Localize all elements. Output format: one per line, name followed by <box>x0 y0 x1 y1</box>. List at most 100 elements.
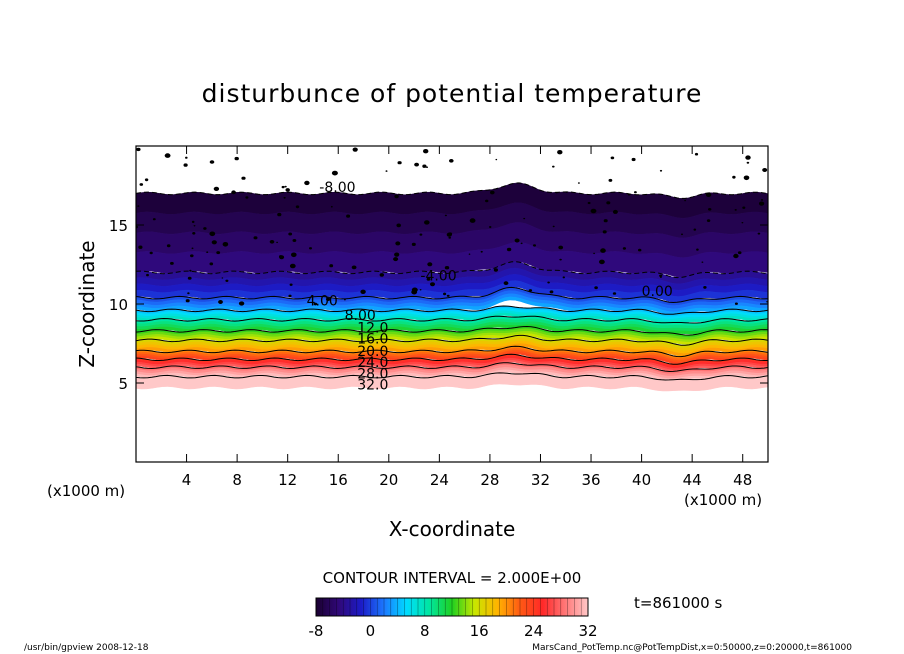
noise-contour <box>346 214 351 218</box>
contour-label: -4.00 <box>420 268 456 284</box>
noise-contour <box>556 192 558 194</box>
noise-contour <box>288 294 292 298</box>
noise-contour <box>309 247 312 250</box>
contour-band <box>136 343 768 357</box>
noise-contour <box>426 277 431 281</box>
contour-band <box>136 380 768 392</box>
noise-contour <box>221 277 224 279</box>
noise-contour <box>684 199 686 202</box>
noise-contour <box>759 201 765 206</box>
x-unit-left: (x1000 m) <box>47 482 125 500</box>
contour-line <box>136 305 768 315</box>
noise-contour <box>745 155 751 160</box>
noise-contour <box>289 283 293 286</box>
noise-contour <box>600 248 606 253</box>
contour-line <box>136 362 768 373</box>
colorbar-tick-label: 8 <box>420 622 430 640</box>
contour-line <box>136 315 768 324</box>
noise-contour <box>422 164 427 168</box>
noise-contour <box>285 188 290 192</box>
noise-contour <box>288 232 293 236</box>
x-tick-label: 28 <box>480 471 499 489</box>
colorbar-tick-label: -8 <box>309 622 324 640</box>
noise-contour <box>144 178 149 182</box>
noise-contour <box>279 255 283 258</box>
contour-line <box>136 286 768 304</box>
noise-contour <box>590 208 597 214</box>
noise-contour <box>493 268 498 272</box>
noise-contour <box>238 301 245 306</box>
noise-contour <box>191 247 194 250</box>
noise-contour <box>743 175 750 181</box>
noise-contour <box>693 228 697 231</box>
colorbar-ticks: -8 0 8 16 24 32 <box>309 622 598 640</box>
noise-contour <box>610 156 615 160</box>
noise-contour <box>593 252 595 255</box>
noise-contour <box>608 178 613 182</box>
contour-label: 28.0 <box>357 366 388 382</box>
noise-contour <box>506 247 512 252</box>
noise-contour <box>351 265 357 270</box>
noise-contour <box>558 245 564 250</box>
contour-label: 16.0 <box>357 332 388 348</box>
noise-contour <box>577 182 580 184</box>
noise-contour <box>443 292 447 296</box>
noise-contour <box>269 240 275 244</box>
colorbar-tick-label: 16 <box>470 622 489 640</box>
noise-contour <box>627 193 631 196</box>
noise-contour <box>528 289 533 292</box>
noise-contour <box>331 170 338 176</box>
noise-contour <box>446 294 450 297</box>
noise-contour <box>187 276 192 280</box>
noise-contour <box>587 201 591 205</box>
y-axis-label: Z-coordinate <box>75 240 99 367</box>
noise-contour <box>203 227 207 230</box>
noise-contour <box>193 225 196 227</box>
noise-contour <box>276 241 278 244</box>
noise-contour <box>218 300 223 304</box>
noise-contour <box>277 212 282 217</box>
noise-contour <box>284 185 287 188</box>
noise-contour <box>395 241 401 246</box>
contour-line <box>136 182 768 199</box>
noise-contour <box>444 266 450 270</box>
noise-contour <box>136 147 141 152</box>
noise-contour <box>634 191 637 194</box>
contour-label: 8.00 <box>345 308 376 324</box>
noise-contour <box>414 162 419 167</box>
noise-contour <box>385 170 388 172</box>
noise-contour <box>149 251 153 255</box>
noise-contour <box>444 214 447 217</box>
noise-contour <box>411 289 418 295</box>
noise-contour <box>352 147 358 152</box>
contour-interval-text: CONTOUR INTERVAL = 2.000E+00 <box>323 569 582 587</box>
footer-left: /usr/bin/gpview 2008-12-18 <box>24 643 149 653</box>
noise-contour <box>705 192 712 197</box>
noise-contour <box>594 286 598 290</box>
noise-contour <box>762 168 768 172</box>
noise-contour <box>295 205 300 209</box>
colorbar: -8 0 8 16 24 32 <box>309 597 598 640</box>
noise-contour <box>602 230 607 234</box>
x-tick-label: 24 <box>430 471 449 489</box>
noise-contour <box>520 242 523 245</box>
noise-contour <box>746 161 750 164</box>
x-tick-label: 36 <box>581 471 600 489</box>
noise-contour <box>599 259 605 265</box>
y-tick-label: 5 <box>118 375 128 393</box>
x-axis: 4 8 12 16 20 24 28 32 36 40 44 48 <box>182 146 752 489</box>
noise-contour <box>733 253 739 259</box>
noise-contour <box>396 223 402 228</box>
noise-contour <box>514 238 520 243</box>
noise-contour <box>192 232 196 235</box>
contour-band <box>136 242 768 278</box>
noise-contour <box>757 232 761 235</box>
x-axis-label: X-coordinate <box>389 517 516 541</box>
noise-contour <box>213 186 220 191</box>
y-axis: 5 10 15 <box>109 217 768 393</box>
x-tick-label: 12 <box>278 471 297 489</box>
noise-contour <box>547 281 550 284</box>
noise-contour <box>225 279 229 282</box>
y-tick-label: 10 <box>109 296 128 314</box>
noise-contour <box>231 190 236 195</box>
